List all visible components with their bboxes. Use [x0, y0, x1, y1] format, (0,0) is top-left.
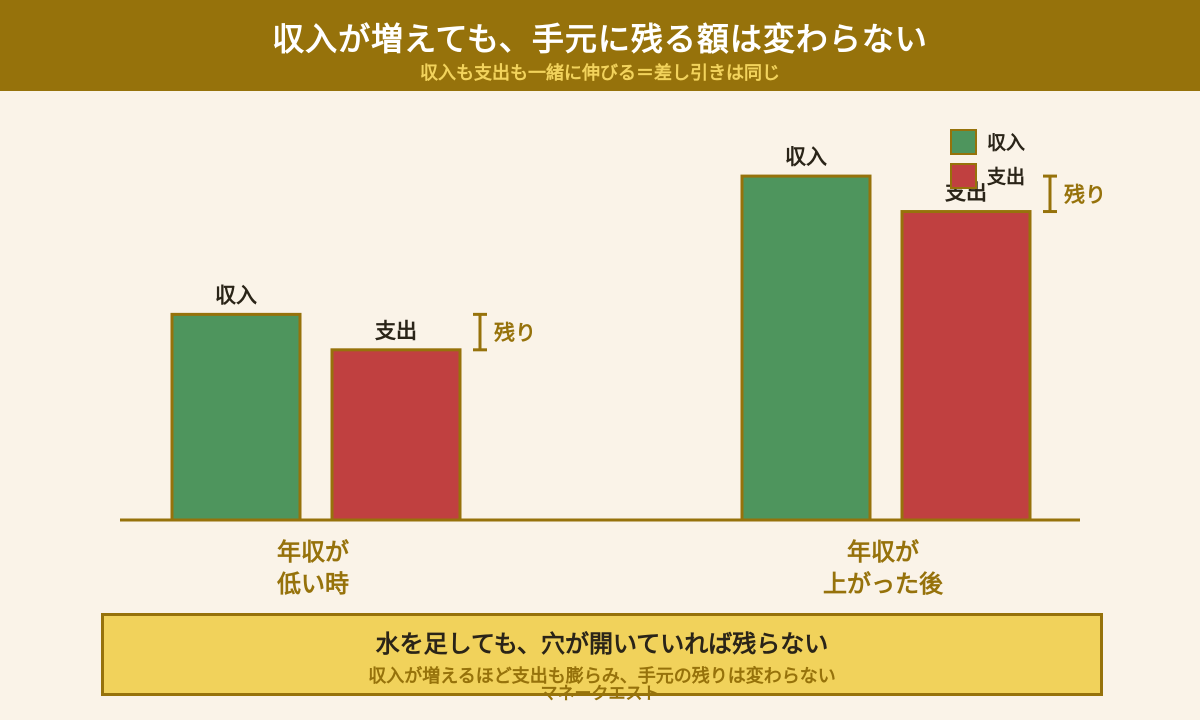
legend-swatch-income	[950, 129, 977, 155]
bar-income-2	[740, 174, 872, 522]
bar-income-1	[170, 312, 302, 522]
remainder-label-1: 残り	[494, 321, 536, 345]
page-title: 収入が増えても、手元に残る額は変わらない	[272, 20, 928, 58]
category-label-1-line-1: 年収が	[277, 538, 349, 566]
legend-label-expense: 支出	[986, 165, 1025, 188]
footer-callout: 水を足しても、穴が開いていれば残らない 収入が増えるほど支出も膨らみ、手元の残り…	[101, 613, 1103, 696]
legend-swatch-expense	[950, 163, 977, 189]
footer-sub-text: 収入が増えるほど支出も膨らみ、手元の残りは変わらない	[368, 666, 836, 687]
category-label-1-line-2: 低い時	[276, 570, 349, 598]
header: 収入が増えても、手元に残る額は変わらない 収入も支出も一緒に伸びる＝差し引きは同…	[0, 0, 1200, 91]
page-subtitle: 収入も支出も一緒に伸びる＝差し引きは同じ	[420, 63, 780, 84]
bar-label-income-1: 収入	[215, 283, 257, 307]
bar-label-expense-1: 支出	[375, 319, 417, 343]
bar-expense-2	[900, 210, 1032, 522]
bar-label-income-2: 収入	[785, 145, 827, 169]
credit-text: マネークエスト	[540, 684, 660, 704]
bar-expense-1	[330, 348, 462, 522]
footer-main-text: 水を足しても、穴が開いていれば残らない	[375, 630, 829, 658]
remainder-label-2: 残り	[1064, 183, 1106, 207]
category-label-2-line-2: 上がった後	[823, 570, 944, 598]
category-label-2-line-1: 年収が	[847, 538, 919, 566]
legend-label-income: 収入	[987, 132, 1025, 154]
